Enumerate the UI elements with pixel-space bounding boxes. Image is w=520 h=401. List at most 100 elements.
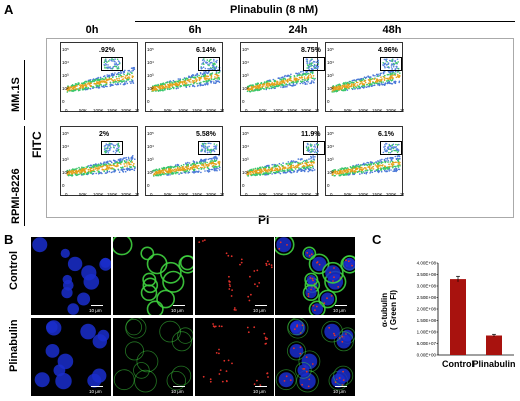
facs-ytick: 10⁴ [242, 60, 249, 65]
facs-ytick: 10² [242, 86, 249, 91]
row-label-line-2 [24, 126, 25, 226]
facs-xtick: 50K [344, 108, 352, 113]
treatment-label: Plinabulin (8 nM) [230, 4, 318, 16]
bar-chart-ytick: 0.00E+00 [417, 353, 437, 358]
facs-gate-percent: 2% [99, 131, 110, 138]
facs-ytick: 10⁴ [327, 60, 334, 65]
facs-ytick: 10³ [62, 73, 69, 78]
scale-bar-label: 10 μm [253, 389, 266, 394]
facs-xtick: 50K [259, 192, 267, 197]
facs-gate-percent: 6.14% [196, 47, 216, 54]
facs-xtick: 250K [220, 192, 224, 197]
facs-xtick: 100K [93, 192, 104, 197]
facs-ytick: 10⁵ [147, 131, 154, 136]
timepoint-24h: 24h [288, 24, 308, 36]
facs-xtick: 200K [206, 192, 217, 197]
ylabel-line1: α-tubulin [380, 292, 389, 328]
facs-ytick: 10² [147, 86, 154, 91]
bar-chart-ytick: 4.00E+08 [417, 261, 437, 266]
timepoint-48h: 48h [382, 24, 402, 36]
micro-row-control: Control [8, 250, 20, 290]
facs-gate [101, 57, 123, 71]
facs-xtick: 50K [344, 192, 352, 197]
facs-ytick: 10² [147, 170, 154, 175]
bar-chart-ytick: 3.50E+08 [417, 272, 437, 277]
facs-xtick: 150K [287, 108, 298, 113]
facs-xtick: 200K [121, 108, 132, 113]
facs-xtick: 100K [273, 108, 284, 113]
bar-chart-ytick: 1.50E+08 [417, 318, 437, 323]
micro-image-r2-merge: 10 μm [274, 317, 356, 397]
scale-bar-label: 10 μm [333, 308, 346, 313]
facs-frame [46, 38, 514, 218]
facs-xtick: 150K [107, 192, 118, 197]
timepoint-0h: 0h [85, 24, 99, 36]
facs-xlabel: PI [258, 213, 270, 227]
scale-bar-label: 10 μm [89, 308, 102, 313]
facs-xtick: 50K [164, 108, 172, 113]
facs-plot-r1-c4: 0 50K 100K150K200K250K 10⁵ 10⁴ 10³ 10² 0 4.96% [325, 42, 404, 113]
facs-ytick: 10² [327, 170, 334, 175]
facs-xtick: 100K [93, 108, 104, 113]
facs-xtick: 100K [178, 108, 189, 113]
bar-chart-ytick: 2.50E+08 [417, 295, 437, 300]
treatment-line [135, 21, 515, 22]
facs-plot-r2-c1: 0 50K 100K150K200K250K 10⁵ 10⁴ 10³ 10² 0 2% [60, 126, 139, 197]
facs-gate [101, 141, 123, 155]
scale-bar-label: 10 μm [171, 389, 184, 394]
facs-xtick: 150K [107, 108, 118, 113]
facs-xtick: 50K [259, 108, 267, 113]
facs-plot-r2-c4: 0 50K 100K150K200K250K 10⁵ 10⁴ 10³ 10² 0 6.1% [325, 126, 404, 197]
scale-bar-label: 10 μm [171, 308, 184, 313]
facs-ytick: 10⁵ [147, 47, 154, 52]
facs-ytick: 10² [62, 86, 69, 91]
facs-xtick: 250K [220, 108, 224, 113]
micro-image-r1-green: 10 μm [112, 236, 194, 316]
facs-ytick: 10³ [147, 73, 154, 78]
facs-xtick: 250K [315, 108, 319, 113]
facs-ytick: 0 [242, 183, 245, 188]
facs-xtick: 100K [358, 108, 369, 113]
facs-xtick: 0 [330, 192, 333, 197]
facs-ytick: 0 [62, 99, 65, 104]
scale-bar [173, 305, 185, 306]
facs-ylabel: FITC [30, 131, 44, 158]
facs-ytick: 10³ [62, 157, 69, 162]
facs-plot-r2-c2: 0 50K 100K150K200K250K 10⁵ 10⁴ 10³ 10² 0 5.58% [145, 126, 224, 197]
facs-ytick: 10⁵ [62, 47, 69, 52]
scale-bar [255, 386, 267, 387]
micro-image-r1-blue: 10 μm [30, 236, 112, 316]
facs-ytick: 0 [327, 183, 330, 188]
micro-image-r2-red: 10 μm [194, 317, 276, 397]
facs-ytick: 10⁵ [242, 47, 249, 52]
scale-bar [335, 305, 347, 306]
panel-a-letter: A [4, 2, 14, 17]
facs-ytick: 10³ [242, 157, 249, 162]
scale-bar [91, 386, 103, 387]
facs-ytick: 0 [327, 99, 330, 104]
facs-ytick: 0 [147, 99, 150, 104]
facs-ytick: 10⁴ [147, 60, 154, 65]
bar-chart-ylabel: α-tubulin ( Green FI) [380, 290, 398, 330]
facs-xtick: 0 [65, 192, 68, 197]
scale-bar [173, 386, 185, 387]
facs-xtick: 0 [245, 108, 248, 113]
facs-gate [380, 57, 402, 71]
row-label-rpmi: RPMI-8226 [10, 168, 22, 224]
facs-xtick: 100K [358, 192, 369, 197]
facs-gate-percent: 4.96% [378, 47, 398, 54]
facs-ytick: 10⁵ [327, 131, 334, 136]
facs-gate-percent: 11.9% [301, 131, 321, 138]
facs-gate-percent: 6.1% [378, 131, 394, 138]
facs-ytick: 10⁴ [62, 60, 69, 65]
scale-bar [335, 386, 347, 387]
row-label-mm1s: MM.1S [10, 77, 22, 112]
facs-ytick: 10³ [327, 73, 334, 78]
facs-gate [198, 57, 220, 71]
bar-chart-ytick: 2.00E+08 [417, 307, 437, 312]
facs-xtick: 150K [372, 108, 383, 113]
micro-image-r2-blue: 10 μm [30, 317, 112, 397]
facs-ytick: 10³ [242, 73, 249, 78]
facs-xtick: 250K [400, 192, 404, 197]
facs-ytick: 10⁴ [147, 144, 154, 149]
